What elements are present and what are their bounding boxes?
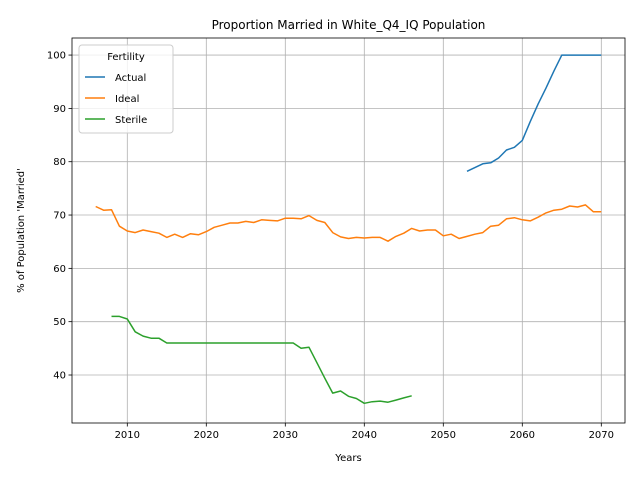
x-axis-label: Years [334, 453, 361, 464]
x-tick-label: 2050 [431, 430, 456, 441]
y-tick-label: 40 [53, 371, 66, 382]
y-tick-label: 90 [53, 104, 66, 115]
series-lines [95, 54, 602, 405]
y-tick-label: 50 [53, 317, 66, 328]
x-tick-label: 2070 [589, 430, 614, 441]
series-line-sterile [111, 315, 412, 405]
x-tick-label: 2060 [510, 430, 535, 441]
legend-title: Fertility [107, 52, 145, 63]
legend-box [78, 44, 174, 134]
legend-entry-sterile: Sterile [115, 115, 147, 126]
plot-frame [71, 37, 626, 424]
chart-title: Proportion Married in White_Q4_IQ Popula… [212, 18, 486, 32]
x-tick-label: 2010 [115, 430, 140, 441]
x-tick-label: 2020 [194, 430, 219, 441]
y-axis-label: % of Population 'Married' [16, 168, 27, 293]
x-tick-label: 2030 [273, 430, 298, 441]
y-tick-label: 100 [47, 51, 66, 62]
legend-entry-ideal: Ideal [115, 94, 139, 105]
legend-items: Actual Ideal Sterile [85, 73, 147, 126]
y-tick-label: 70 [53, 211, 66, 222]
legend: Fertility Actual Ideal Sterile [78, 44, 174, 134]
x-tick-label: 2040 [352, 430, 377, 441]
series-line-ideal [95, 204, 602, 242]
legend-entry-actual: Actual [115, 73, 146, 84]
y-tick-label: 80 [53, 157, 66, 168]
axis-ticks: 2010 2020 2030 2040 2050 2060 2070 40 50 60 70 80 90… [47, 51, 614, 441]
grid-lines [72, 38, 625, 423]
y-tick-label: 60 [53, 264, 66, 275]
series-line-actual [466, 54, 602, 172]
